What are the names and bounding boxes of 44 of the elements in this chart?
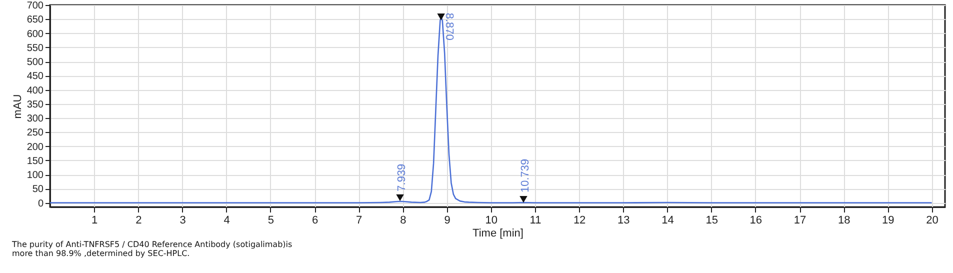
x-tick-label: 7 xyxy=(356,214,362,226)
annotation: 7.939 xyxy=(396,164,408,192)
x-tick-label: 18 xyxy=(838,214,850,226)
y-tick-label: 50 xyxy=(32,184,44,196)
x-tick-label: 2 xyxy=(136,214,142,226)
point xyxy=(437,14,445,20)
y-tick-label: 550 xyxy=(26,42,44,54)
x-tick-label: 1 xyxy=(92,214,98,226)
y-axis-title: mAU xyxy=(12,94,24,119)
x-axis-title: Time [min] xyxy=(472,228,524,240)
x-tick-label: 15 xyxy=(706,214,718,226)
y-tick-label: 100 xyxy=(26,170,44,182)
y-tick-label: 150 xyxy=(26,156,44,167)
x-tick-label: 3 xyxy=(180,214,186,226)
y-tick-label: 300 xyxy=(26,114,44,125)
annotation: 8.870 xyxy=(443,12,456,40)
y-tick-label: 700 xyxy=(26,0,44,12)
x-tick-label: 6 xyxy=(312,214,318,226)
text: The purity of Anti-TNFRSF5 / CD40 Reference Antibody (sotigalimab)is more than 98.9% ,determined by SEC-HPLC. xyxy=(12,240,294,258)
annotation: 10.739 xyxy=(519,158,532,192)
x-tick-label: 16 xyxy=(750,214,762,226)
x-tick-label: 10 xyxy=(485,214,498,226)
x-tick-label: 4 xyxy=(224,214,230,226)
y-tick-label: 600 xyxy=(26,28,44,40)
x-tick-label: 17 xyxy=(794,214,806,226)
x-tick-label: 13 xyxy=(618,214,630,226)
y-tick-label: 200 xyxy=(26,142,44,153)
x-tick-label: 8 xyxy=(400,214,406,226)
x-tick-label: 5 xyxy=(268,214,274,226)
x-tick-label: 9 xyxy=(444,214,450,226)
point xyxy=(396,194,404,202)
y-tick-label: 400 xyxy=(26,85,44,96)
x-tick-label: 14 xyxy=(662,214,674,226)
y-tick-label: 500 xyxy=(26,57,44,68)
y-tick-label: 450 xyxy=(26,71,44,82)
y-tick-label: 0 xyxy=(38,198,44,210)
y-tick-label: 250 xyxy=(26,128,44,139)
point xyxy=(520,196,528,203)
x-tick-label: 20 xyxy=(926,214,938,226)
x-tick-label: 19 xyxy=(882,214,894,226)
x-tick-label: 12 xyxy=(573,214,586,226)
y-tick-label: 350 xyxy=(26,99,44,110)
x-tick-label: 11 xyxy=(530,214,542,226)
y-tick-label: 650 xyxy=(26,14,44,26)
